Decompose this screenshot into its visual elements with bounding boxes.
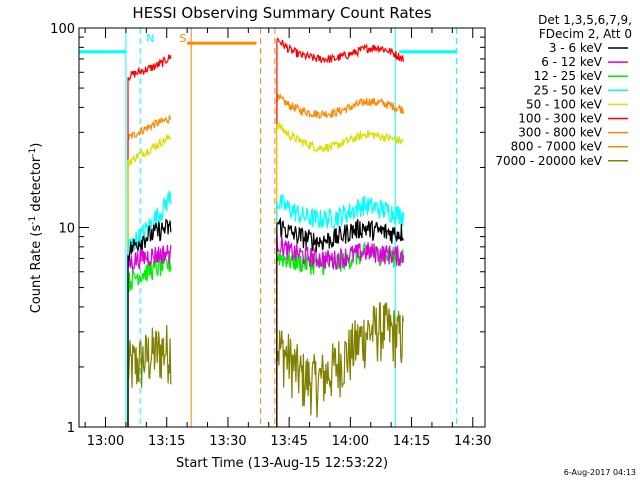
annotation-s: S xyxy=(180,32,187,45)
series-line-6-12-kev-seg2 xyxy=(276,232,404,427)
series-line-50-100-kev-seg2 xyxy=(276,120,404,427)
series-line-100-300-kev-seg1 xyxy=(127,54,172,427)
x-tick-label-13-00: 13:00 xyxy=(87,434,124,449)
legend-label-100-300-kev: 100 - 300 keV xyxy=(518,112,602,126)
x-tick-label-14-15: 14:15 xyxy=(393,434,430,449)
series-line-100-300-kev-seg2 xyxy=(276,37,404,427)
legend-label-6-12-kev: 6 - 12 keV xyxy=(541,55,603,69)
series-line-25-50-kev-seg2 xyxy=(276,193,404,427)
legend-label-7000-20000-kev: 7000 - 20000 keV xyxy=(495,154,602,168)
legend-label-3-6-kev: 3 - 6 keV xyxy=(549,41,603,55)
legend-label-50-100-kev: 50 - 100 keV xyxy=(526,97,603,111)
x-axis-ticks: 13:00 13:15 13:30 13:45 14:00 14:15 14:30 xyxy=(84,28,491,449)
x-axis-label: Start Time (13-Aug-15 12:53:22) xyxy=(176,456,388,471)
series-line-300-800-kev-seg1 xyxy=(127,115,172,427)
series-line-3-6-kev-seg2 xyxy=(276,216,404,427)
legend-label-300-800-kev: 300 - 800 keV xyxy=(518,126,602,140)
legend: Det 1,3,5,6,7,9, FDecim 2, Att 0 3 - 6 k… xyxy=(495,13,632,168)
legend-header-2: FDecim 2, Att 0 xyxy=(539,27,632,41)
series-line-25-50-kev-seg1 xyxy=(127,189,172,427)
y-tick-label-10: 10 xyxy=(58,222,75,237)
series-line-300-800-kev-seg2 xyxy=(276,93,404,427)
y-tick-label-100: 100 xyxy=(50,22,75,37)
legend-header-1: Det 1,3,5,6,7,9, xyxy=(538,13,632,27)
footer-timestamp: 6-Aug-2017 04:13 xyxy=(564,468,636,477)
x-tick-label-14-00: 14:00 xyxy=(332,434,369,449)
series-line-3-6-kev-seg1 xyxy=(127,218,172,427)
y-axis-label: Count Rate (s-1 detector-1) xyxy=(28,143,44,314)
y-tick-label-1: 1 xyxy=(67,421,75,436)
series-line-12-25-kev-seg2 xyxy=(276,241,404,427)
y-axis-label-main: Count Rate (s xyxy=(29,225,44,314)
x-tick-label-14-30: 14:30 xyxy=(454,434,491,449)
y-axis-ticks: 1 10 100 xyxy=(50,22,485,436)
series-line-50-100-kev-seg1 xyxy=(127,133,172,427)
x-tick-label-13-15: 13:15 xyxy=(148,434,185,449)
x-tick-label-13-30: 13:30 xyxy=(209,434,246,449)
legend-label-25-50-kev: 25 - 50 keV xyxy=(534,83,603,97)
y-axis-label-mid: detector xyxy=(29,156,44,216)
series-line-7000-20000-kev-seg1 xyxy=(127,324,172,427)
y-axis-label-sup2: -1 xyxy=(28,148,38,157)
y-axis-label-sup1: -1 xyxy=(28,216,38,225)
chart-title: HESSI Observing Summary Count Rates xyxy=(132,4,431,22)
annotation-n: N xyxy=(146,32,154,45)
legend-label-800-7000-kev: 800 - 7000 keV xyxy=(511,140,603,154)
series-line-6-12-kev-seg1 xyxy=(127,244,172,427)
x-tick-label-13-45: 13:45 xyxy=(270,434,307,449)
series-line-7000-20000-kev-seg2 xyxy=(276,302,404,427)
legend-label-12-25-kev: 12 - 25 keV xyxy=(534,69,603,83)
y-axis-label-end: ) xyxy=(29,143,44,148)
